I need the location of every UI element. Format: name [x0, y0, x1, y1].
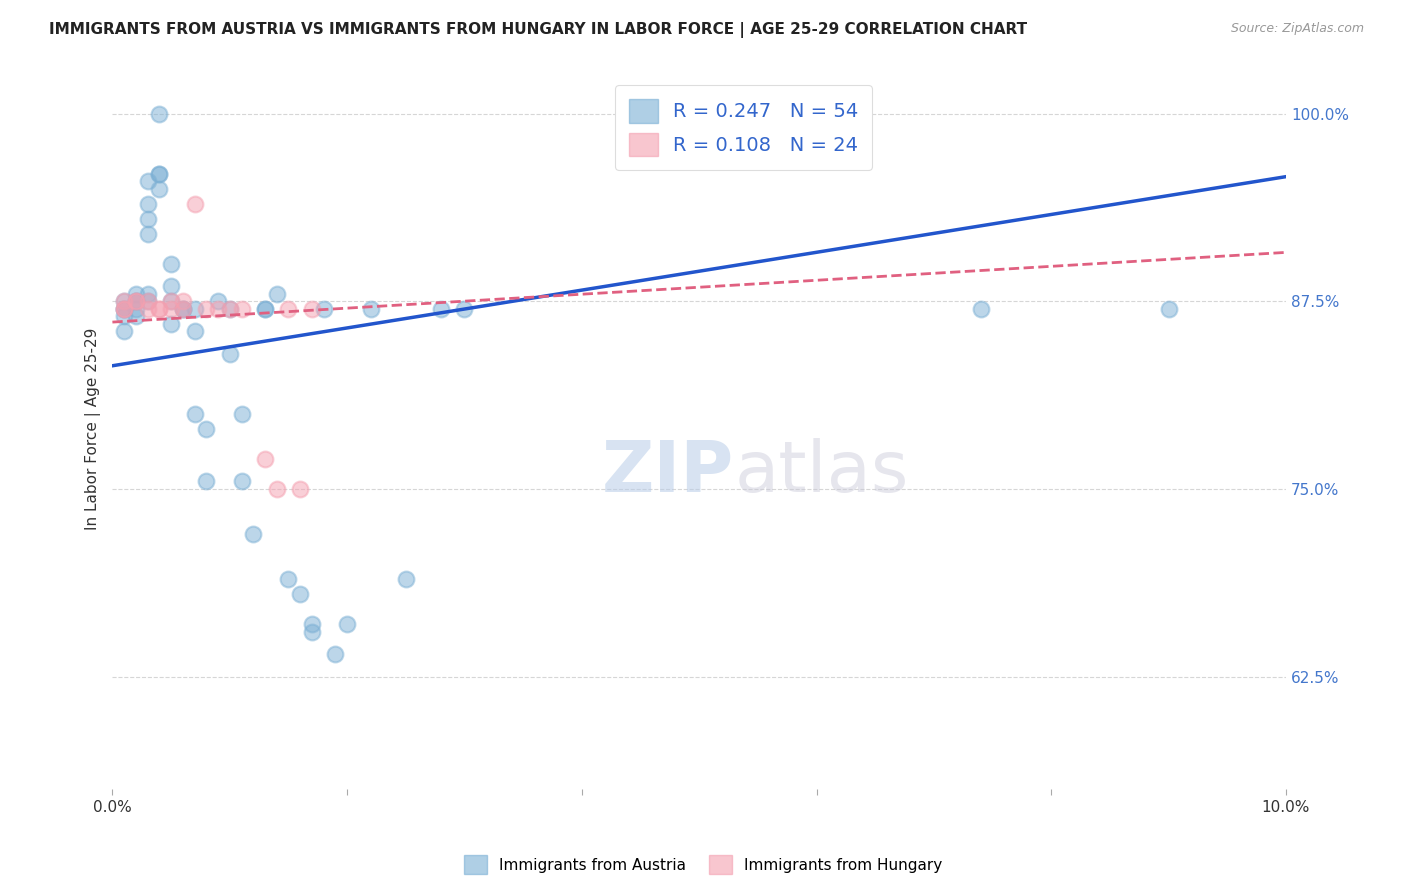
Point	[195, 422, 218, 436]
Point	[1157, 301, 1180, 316]
Point	[183, 301, 205, 316]
Point	[806, 106, 828, 120]
Point	[125, 294, 148, 309]
Point	[183, 196, 205, 211]
Point	[112, 301, 135, 316]
Point	[172, 301, 194, 316]
Point	[125, 301, 148, 316]
Point	[207, 294, 229, 309]
Point	[288, 587, 311, 601]
Point	[136, 227, 159, 241]
Point	[218, 301, 240, 316]
Text: Source: ZipAtlas.com: Source: ZipAtlas.com	[1230, 22, 1364, 36]
Text: ZIP: ZIP	[602, 438, 734, 507]
Legend: R = 0.247   N = 54, R = 0.108   N = 24: R = 0.247 N = 54, R = 0.108 N = 24	[614, 86, 872, 169]
Point	[312, 301, 335, 316]
Point	[231, 407, 253, 421]
Point	[172, 294, 194, 309]
Point	[395, 572, 418, 586]
Point	[148, 181, 170, 195]
Point	[112, 294, 135, 309]
Point	[806, 106, 828, 120]
Point	[112, 294, 135, 309]
Point	[195, 301, 218, 316]
Point	[253, 451, 276, 466]
Point	[148, 167, 170, 181]
Point	[112, 324, 135, 338]
Point	[148, 167, 170, 181]
Point	[231, 475, 253, 489]
Point	[183, 324, 205, 338]
Point	[160, 257, 183, 271]
Point	[112, 301, 135, 316]
Point	[125, 294, 148, 309]
Point	[125, 294, 148, 309]
Point	[242, 527, 264, 541]
Point	[277, 301, 299, 316]
Text: IMMIGRANTS FROM AUSTRIA VS IMMIGRANTS FROM HUNGARY IN LABOR FORCE | AGE 25-29 CO: IMMIGRANTS FROM AUSTRIA VS IMMIGRANTS FR…	[49, 22, 1028, 38]
Point	[136, 196, 159, 211]
Point	[195, 475, 218, 489]
Point	[218, 301, 240, 316]
Point	[112, 310, 135, 324]
Point	[172, 301, 194, 316]
Point	[148, 106, 170, 120]
Point	[253, 301, 276, 316]
Point	[266, 482, 288, 496]
Point	[172, 301, 194, 316]
Point	[325, 647, 347, 661]
Point	[136, 301, 159, 316]
Point	[136, 286, 159, 301]
Point	[112, 301, 135, 316]
Point	[148, 301, 170, 316]
Y-axis label: In Labor Force | Age 25-29: In Labor Force | Age 25-29	[86, 327, 101, 530]
Point	[218, 347, 240, 361]
Point	[360, 301, 382, 316]
Point	[301, 301, 323, 316]
Point	[125, 310, 148, 324]
Point	[301, 624, 323, 639]
Point	[253, 301, 276, 316]
Point	[136, 174, 159, 188]
Text: atlas: atlas	[734, 438, 908, 507]
Point	[148, 301, 170, 316]
Point	[125, 294, 148, 309]
Point	[160, 279, 183, 293]
Point	[160, 301, 183, 316]
Point	[112, 301, 135, 316]
Point	[136, 294, 159, 309]
Point	[430, 301, 453, 316]
Point	[336, 617, 359, 632]
Point	[970, 301, 993, 316]
Point	[136, 294, 159, 309]
Point	[160, 317, 183, 331]
Point	[231, 301, 253, 316]
Point	[125, 286, 148, 301]
Point	[266, 286, 288, 301]
Point	[183, 407, 205, 421]
Legend: Immigrants from Austria, Immigrants from Hungary: Immigrants from Austria, Immigrants from…	[458, 849, 948, 880]
Point	[288, 482, 311, 496]
Point	[277, 572, 299, 586]
Point	[301, 617, 323, 632]
Point	[160, 294, 183, 309]
Point	[207, 301, 229, 316]
Point	[453, 301, 475, 316]
Point	[136, 211, 159, 226]
Point	[160, 294, 183, 309]
